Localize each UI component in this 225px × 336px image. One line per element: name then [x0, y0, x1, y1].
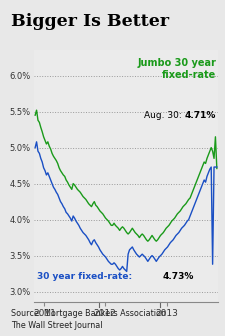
Text: 30 year fixed-rate:: 30 year fixed-rate: [37, 272, 136, 281]
Text: 4.73%: 4.73% [163, 272, 194, 281]
Text: Aug. 30:: Aug. 30: [144, 111, 185, 120]
Text: Jumbo 30 year
fixed-rate: Jumbo 30 year fixed-rate [137, 58, 216, 80]
Text: Source: Mortgage Bankers Association
The Wall Street Journal: Source: Mortgage Bankers Association The… [11, 309, 166, 330]
Text: 4.71%: 4.71% [185, 111, 216, 120]
Text: Bigger Is Better: Bigger Is Better [11, 13, 169, 31]
